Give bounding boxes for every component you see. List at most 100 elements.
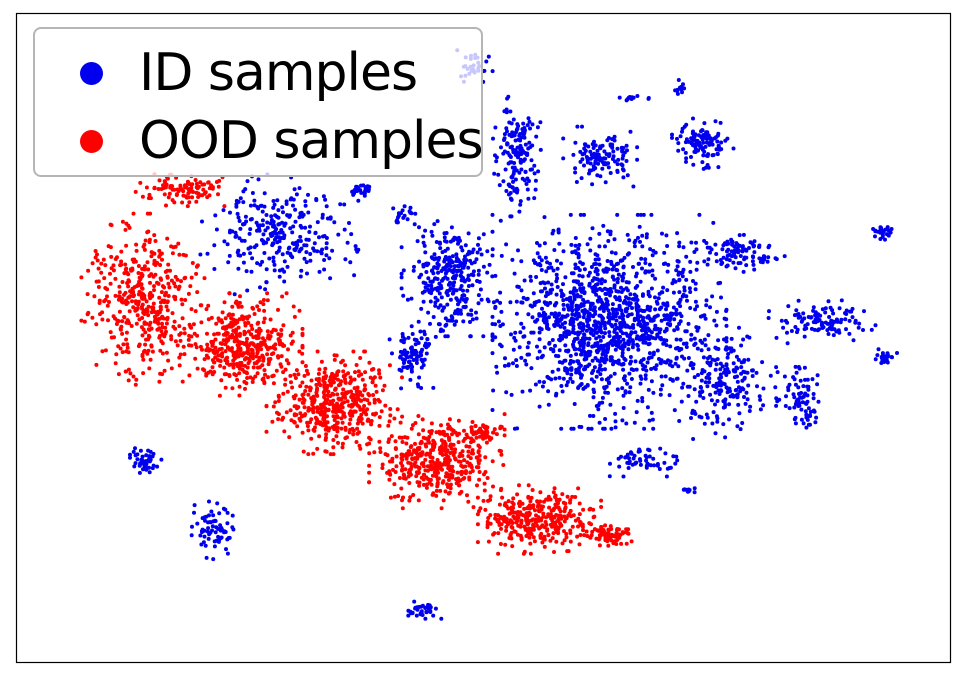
data-point-s1-c1-316 xyxy=(242,379,247,384)
data-point-s0-c8-68 xyxy=(794,401,799,406)
data-point-s1-c0-308 xyxy=(173,326,178,331)
data-point-s0-c0-765 xyxy=(607,319,612,324)
data-point-s1-c3-278 xyxy=(413,460,418,465)
data-point-s0-c3-99 xyxy=(592,165,596,169)
data-point-s1-c2-262 xyxy=(307,407,311,412)
data-point-s0-c0-1003 xyxy=(490,408,495,412)
data-point-s0-c0-1109 xyxy=(659,358,664,363)
data-point-s0-c0-328 xyxy=(640,266,644,271)
data-point-s0-c10-254 xyxy=(306,210,311,215)
data-point-s0-c2-155 xyxy=(504,107,509,112)
data-point-s1-c0-32 xyxy=(190,261,195,265)
data-point-s0-c7-72 xyxy=(715,419,720,424)
data-point-s0-c7-155 xyxy=(723,397,728,402)
data-point-s1-c0-102 xyxy=(146,333,151,338)
data-point-s0-c1-236 xyxy=(451,290,456,295)
data-point-s0-c1-271 xyxy=(463,261,468,265)
data-point-s0-c7-135 xyxy=(755,384,759,389)
data-point-s0-c0-1196 xyxy=(548,290,553,295)
data-point-s1-c1-250 xyxy=(216,353,221,358)
data-point-s0-c0-1159 xyxy=(686,321,691,326)
data-point-s1-c2-387 xyxy=(316,406,321,411)
data-point-s1-c0-252 xyxy=(99,261,104,266)
data-point-s0-c0-598 xyxy=(582,212,586,217)
data-point-s1-c0-292 xyxy=(163,325,168,330)
data-point-s0-c0-927 xyxy=(549,265,554,270)
data-point-s0-c2-108 xyxy=(508,155,513,159)
data-point-s1-c1-389 xyxy=(268,357,273,361)
data-point-s0-c2-104 xyxy=(536,169,541,174)
data-point-s1-c3-72 xyxy=(371,412,375,417)
data-point-s0-c10-241 xyxy=(233,230,238,235)
data-point-s0-c3-40 xyxy=(624,159,629,163)
data-point-s0-c10-80 xyxy=(221,208,226,213)
data-point-s0-c0-1153 xyxy=(714,309,719,314)
data-point-s0-c0-378 xyxy=(512,271,517,276)
data-point-s0-c2-124 xyxy=(523,142,528,147)
data-point-s0-c7-93 xyxy=(718,361,723,366)
data-point-s1-c3-332 xyxy=(446,460,451,465)
data-point-s0-c0-1272 xyxy=(662,250,667,255)
data-point-s0-c0-1199 xyxy=(616,358,621,363)
data-point-s0-c2-157 xyxy=(508,196,513,201)
data-point-s0-c0-1278 xyxy=(599,305,604,309)
data-point-s0-c0-759 xyxy=(629,377,634,381)
data-point-s1-c2-77 xyxy=(348,417,353,422)
data-point-s1-c2-139 xyxy=(358,356,363,360)
data-point-s0-c7-145 xyxy=(743,401,748,406)
data-point-s0-c10-160 xyxy=(347,221,351,225)
data-point-s0-c0-20 xyxy=(621,406,626,410)
data-point-s0-c10-253 xyxy=(311,246,316,251)
data-point-s0-c1-262 xyxy=(449,314,454,319)
data-point-s1-c2-391 xyxy=(314,382,319,387)
data-point-s0-c8-54 xyxy=(805,399,810,404)
data-point-s0-c0-798 xyxy=(605,302,610,307)
data-point-s0-c3-74 xyxy=(624,143,629,148)
data-point-s0-c4-74 xyxy=(691,162,696,167)
data-point-s1-c1-377 xyxy=(271,327,276,332)
data-point-s0-c0-1279 xyxy=(557,360,562,365)
data-point-s1-c0-234 xyxy=(114,322,119,326)
data-point-s1-c0-218 xyxy=(126,284,131,289)
data-point-s0-c0-957 xyxy=(641,367,646,372)
data-point-s0-c3-57 xyxy=(595,173,600,178)
data-point-s0-c0-1169 xyxy=(521,325,526,330)
data-point-s1-c3-393 xyxy=(434,467,439,472)
data-point-s0-c0-561 xyxy=(681,245,686,250)
data-point-s0-c0-1017 xyxy=(622,298,627,303)
data-point-s0-c4-41 xyxy=(683,150,688,155)
data-point-s0-c0-594 xyxy=(509,332,513,337)
data-point-s0-c6-59 xyxy=(786,304,791,309)
data-point-s0-c6-84 xyxy=(831,333,836,338)
data-point-s0-c0-953 xyxy=(671,305,676,310)
data-point-s0-c0-560 xyxy=(658,392,663,397)
data-point-s1-c0-244 xyxy=(122,292,126,297)
data-point-s1-c3-286 xyxy=(418,451,423,456)
data-point-s0-c10-270 xyxy=(272,237,277,242)
data-point-s0-c0-1193 xyxy=(640,318,645,323)
data-point-s0-c0-1210 xyxy=(597,359,602,364)
data-point-s0-c14-24 xyxy=(878,230,883,235)
data-point-s0-c21-4 xyxy=(225,510,230,515)
data-point-s0-c0-665 xyxy=(653,323,658,328)
data-point-s0-c0-692 xyxy=(655,348,660,353)
data-point-s1-c0-293 xyxy=(146,313,151,318)
data-point-s0-c7-56 xyxy=(757,394,762,399)
data-point-s1-c1-170 xyxy=(238,294,242,299)
data-point-s0-c0-451 xyxy=(634,294,639,299)
data-point-s0-c11-19 xyxy=(416,341,421,345)
data-point-s0-c7-14 xyxy=(702,421,707,426)
data-point-s0-c10-100 xyxy=(245,288,250,293)
data-point-s0-c18-10 xyxy=(631,95,636,100)
data-point-s0-c0-1243 xyxy=(506,363,511,368)
data-point-s0-c3-80 xyxy=(587,168,592,173)
data-point-s0-c0-384 xyxy=(556,367,561,372)
data-point-s0-c21-34 xyxy=(212,544,217,549)
data-point-s1-c2-410 xyxy=(360,393,365,398)
data-point-s1-c0-309 xyxy=(148,357,153,362)
data-point-s1-c3-301 xyxy=(460,464,465,469)
data-point-s0-c1-281 xyxy=(498,290,503,295)
data-point-s1-c2-339 xyxy=(324,374,329,379)
data-point-s0-c9-44 xyxy=(645,461,650,466)
data-point-s1-c1-391 xyxy=(232,351,237,356)
